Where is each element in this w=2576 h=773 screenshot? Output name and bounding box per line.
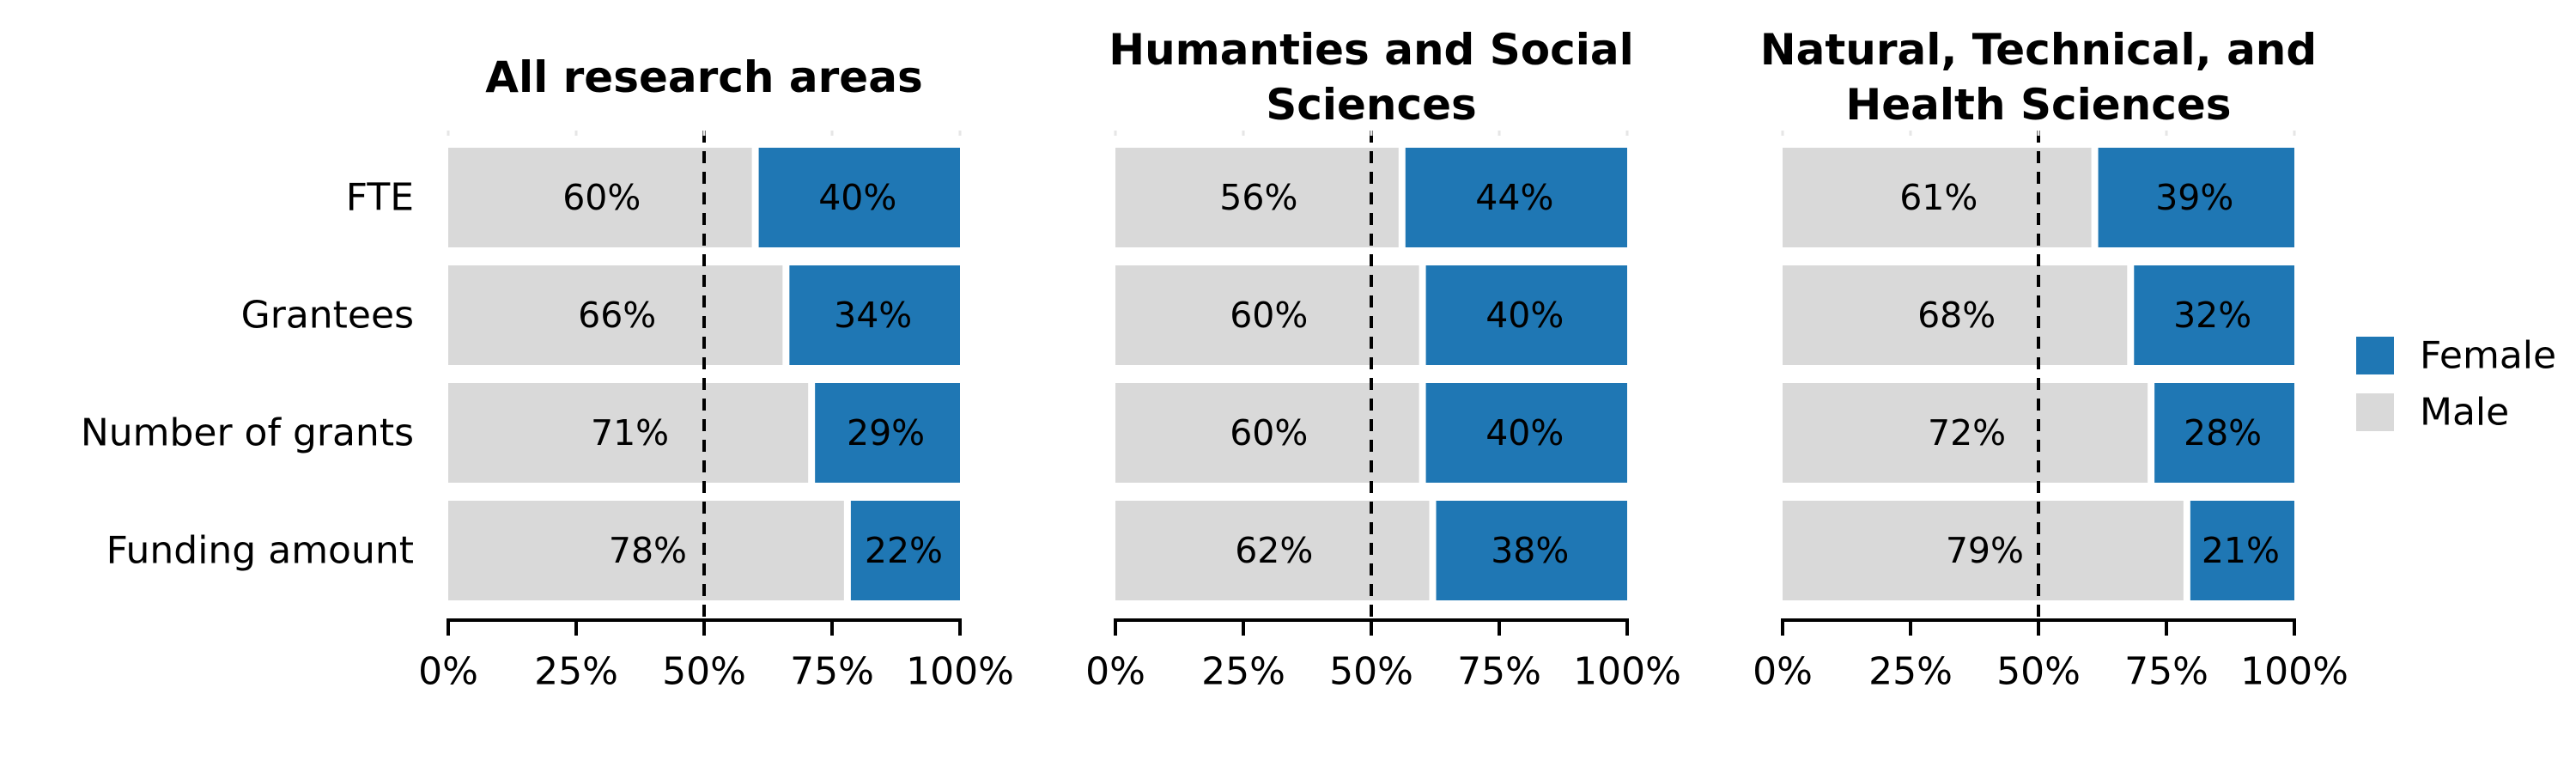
bar-male (1783, 383, 2148, 483)
bar-female (2154, 383, 2294, 483)
panel-title: Sciences (1266, 80, 1477, 130)
bar-male (448, 148, 752, 247)
bar-female (850, 501, 960, 600)
x-tick-label: 75% (790, 650, 874, 694)
data-label-female: 40% (1485, 412, 1564, 453)
panel-title: Natural, Technical, and (1760, 25, 2317, 75)
data-label-female: 44% (1475, 177, 1553, 218)
x-tick-label: 50% (1996, 650, 2081, 694)
x-tick-label: 100% (2240, 650, 2348, 694)
x-tick-label: 0% (418, 650, 478, 694)
x-tick-label: 0% (1085, 650, 1145, 694)
bar-male (1115, 265, 1419, 365)
bar-male (448, 383, 809, 483)
category-label: Grantees (241, 294, 414, 338)
bar-female (1425, 383, 1627, 483)
bar-male (1115, 148, 1399, 247)
x-tick-label: 75% (2124, 650, 2208, 694)
data-label-female: 28% (2184, 412, 2262, 453)
bar-male (1115, 501, 1430, 600)
bar-female (1405, 148, 1627, 247)
data-label-male: 68% (1917, 295, 1996, 336)
bar-male (448, 501, 844, 600)
data-label-female: 39% (2155, 177, 2233, 218)
legend-label: Male (2420, 391, 2509, 435)
data-label-female: 32% (2173, 295, 2251, 336)
panel-title: Health Sciences (1845, 80, 2231, 130)
data-label-female: 29% (847, 412, 925, 453)
category-label: FTE (346, 176, 414, 220)
bar-female (758, 148, 960, 247)
bar-female (789, 265, 960, 365)
x-tick-label: 25% (534, 650, 618, 694)
bar-male (1115, 383, 1419, 483)
chart-panels: FTE Grantees Number of grants Funding amoun… (81, 25, 2348, 694)
bar-male (1783, 501, 2184, 600)
legend: Female Male (2356, 334, 2556, 435)
x-tick-label: 0% (1753, 650, 1813, 694)
data-label-male: 66% (578, 295, 656, 336)
data-label-female: 38% (1491, 530, 1569, 571)
x-tick-label: 25% (1868, 650, 1953, 694)
x-tick-label: 75% (1457, 650, 1541, 694)
bar-female (815, 383, 960, 483)
bar-female (2098, 148, 2294, 247)
data-label-male: 78% (609, 530, 687, 571)
bar-female (1425, 265, 1627, 365)
legend-swatch (2356, 393, 2394, 431)
bar-male (448, 265, 783, 365)
data-label-male: 60% (562, 177, 641, 218)
data-label-female: 40% (1485, 295, 1564, 336)
x-tick-label: 50% (1329, 650, 1413, 694)
bar-female (2134, 265, 2294, 365)
bar-female (1436, 501, 1627, 600)
category-label: Funding amount (106, 529, 414, 573)
data-label-male: 61% (1899, 177, 1978, 218)
data-label-male: 62% (1235, 530, 1313, 571)
data-label-female: 40% (818, 177, 896, 218)
x-tick-label: 100% (1573, 650, 1681, 694)
x-tick-label: 25% (1201, 650, 1285, 694)
x-tick-label: 100% (906, 650, 1014, 694)
panel-title: All research areas (485, 52, 922, 102)
legend-label: Female (2420, 334, 2556, 378)
data-label-male: 71% (591, 412, 669, 453)
data-label-female: 34% (834, 295, 912, 336)
x-tick-label: 50% (662, 650, 746, 694)
data-label-male: 60% (1230, 412, 1308, 453)
legend-swatch (2356, 337, 2394, 374)
panel: All research areas 60% 40% 66% 34% 71% 29% 78% 2… (418, 52, 1014, 694)
category-label: Number of grants (81, 411, 414, 455)
data-label-male: 60% (1230, 295, 1308, 336)
panel-title: Humanties and Social (1109, 25, 1634, 75)
bar-female (2190, 501, 2294, 600)
data-label-male: 56% (1219, 177, 1297, 218)
data-label-male: 72% (1928, 412, 2006, 453)
bar-male (1783, 265, 2128, 365)
data-label-female: 22% (865, 530, 943, 571)
data-label-male: 79% (1946, 530, 2024, 571)
data-label-female: 21% (2202, 530, 2280, 571)
